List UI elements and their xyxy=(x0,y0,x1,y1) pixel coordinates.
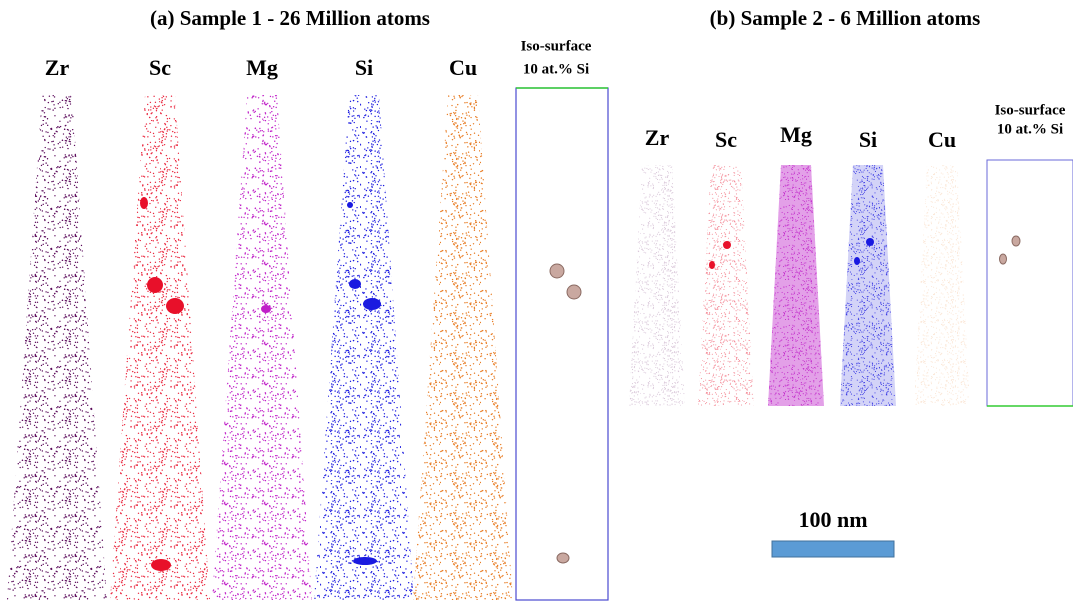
element-label: Si xyxy=(355,55,373,80)
precipitate xyxy=(151,559,171,571)
iso-label: 10 at.% Si xyxy=(997,121,1063,137)
precipitate xyxy=(709,261,715,269)
precipitate xyxy=(353,557,377,565)
precipitate xyxy=(866,238,874,246)
precipitate xyxy=(854,257,860,265)
iso-box xyxy=(986,159,1073,407)
atom-map xyxy=(413,95,513,600)
element-label: Cu xyxy=(928,127,956,152)
precipitate xyxy=(556,552,570,564)
precipitate xyxy=(147,277,163,293)
element-label: Zr xyxy=(645,125,670,150)
panel-title: (a) Sample 1 - 26 Million atoms xyxy=(150,6,430,30)
atom-map xyxy=(914,165,970,406)
atom-map xyxy=(314,95,414,600)
scale-label: 100 nm xyxy=(798,507,867,532)
scale-bar xyxy=(771,540,895,558)
precipitate xyxy=(566,284,582,300)
precipitate xyxy=(347,202,353,208)
panel-title: (b) Sample 2 - 6 Million atoms xyxy=(710,6,981,30)
iso-label: Iso-surface xyxy=(521,38,592,54)
atom-map xyxy=(212,95,312,600)
precipitate xyxy=(349,279,361,289)
atom-map xyxy=(629,165,685,406)
precipitate xyxy=(166,298,184,314)
precipitate xyxy=(1011,235,1021,247)
element-label: Zr xyxy=(45,55,70,80)
atom-map xyxy=(768,165,824,406)
iso-label: Iso-surface xyxy=(995,102,1066,118)
iso-box xyxy=(515,87,609,601)
iso-label: 10 at.% Si xyxy=(523,61,589,77)
precipitate xyxy=(261,305,271,313)
precipitate xyxy=(140,197,148,209)
precipitate xyxy=(999,253,1007,265)
element-label: Cu xyxy=(449,55,477,80)
precipitate xyxy=(549,263,565,279)
element-label: Sc xyxy=(149,55,171,80)
element-label: Mg xyxy=(780,122,812,147)
precipitate xyxy=(723,241,731,249)
atom-map xyxy=(110,95,210,600)
element-label: Mg xyxy=(246,55,278,80)
atom-map xyxy=(698,165,754,406)
atom-map xyxy=(7,95,107,600)
element-label: Sc xyxy=(715,127,737,152)
atom-map xyxy=(840,165,896,406)
element-label: Si xyxy=(859,127,877,152)
precipitate xyxy=(363,298,381,310)
